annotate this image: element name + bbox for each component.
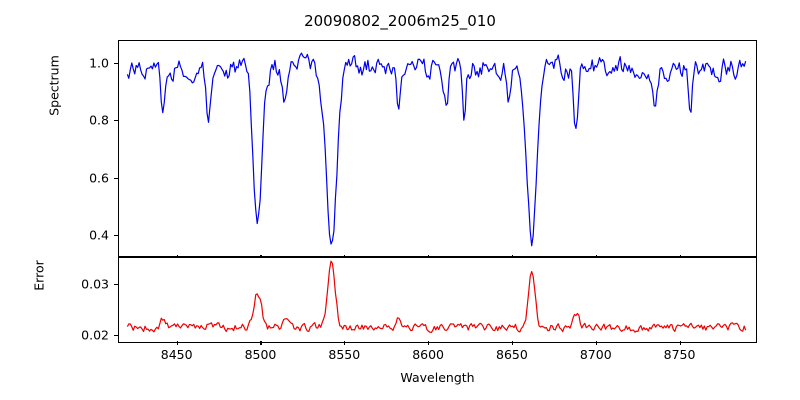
x-tick-mark	[679, 341, 681, 345]
x-tick-label: 8600	[412, 347, 445, 362]
y-tick-label: 1.0	[89, 55, 109, 71]
x-axis-label: Wavelength	[400, 370, 475, 385]
x-tick-mark	[428, 341, 430, 345]
y-tick-label: 0.03	[81, 276, 109, 292]
y-tick-mark	[114, 62, 118, 65]
x-tick-label: 8750	[663, 347, 696, 362]
error-panel	[118, 257, 757, 343]
chart-title: 20090802_2006m25_010	[304, 12, 496, 30]
y-tick-label: 0.4	[89, 227, 109, 243]
x-tick-mark	[176, 341, 178, 345]
x-tick-label: 8550	[328, 347, 361, 362]
y-tick-mark	[114, 177, 118, 179]
x-tick-label: 8700	[579, 347, 612, 362]
error-line-plot	[119, 258, 756, 342]
error-y-axis-label: Error	[31, 260, 47, 291]
y-tick-label: 0.02	[81, 327, 109, 343]
x-tick-label: 8450	[160, 347, 193, 362]
y-tick-mark	[114, 334, 118, 336]
y-tick-label: 0.6	[89, 170, 109, 186]
spectrum-y-axis-label: Spectrum	[46, 55, 62, 116]
y-tick-mark	[114, 234, 118, 237]
x-tick-mark	[511, 341, 514, 345]
x-tick-label: 8650	[496, 347, 528, 362]
y-tick-mark	[114, 283, 118, 285]
y-tick-mark	[114, 120, 118, 122]
x-tick-label: 8500	[244, 347, 277, 362]
spectrum-panel	[118, 40, 757, 257]
spectrum-line-plot	[119, 41, 756, 256]
y-tick-label: 0.8	[89, 112, 109, 128]
x-tick-mark	[595, 341, 597, 345]
x-tick-mark	[344, 341, 346, 345]
x-tick-mark	[260, 341, 262, 345]
